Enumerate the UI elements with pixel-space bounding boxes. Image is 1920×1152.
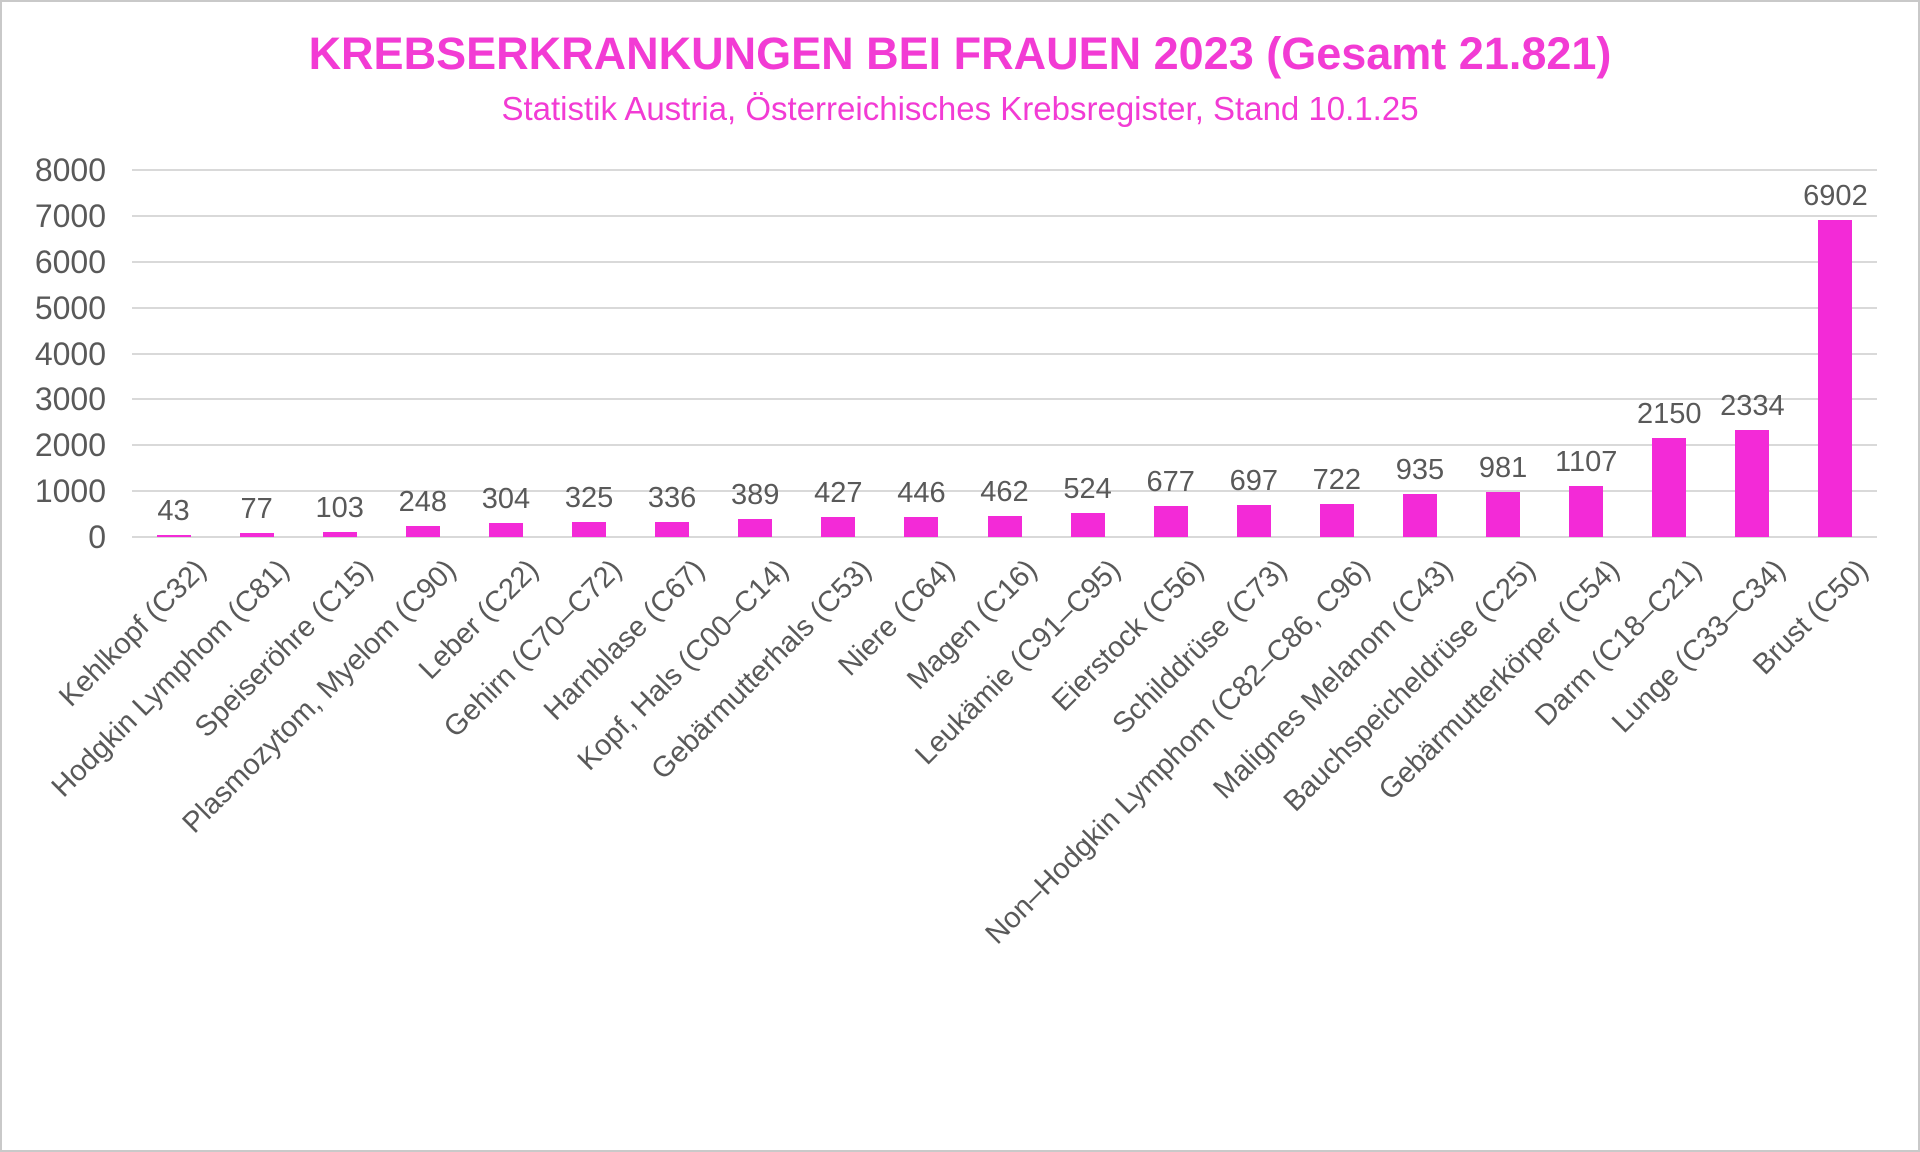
bar-value-label: 935 xyxy=(1395,454,1445,487)
bar-19 xyxy=(1652,438,1687,537)
y-axis: 0 1000 2000 3000 4000 5000 6000 7000 8000 xyxy=(2,154,132,553)
bar-9 xyxy=(821,517,856,537)
y-tick-label: 7000 xyxy=(34,197,106,234)
bar-value-label: 2334 xyxy=(1720,389,1785,422)
y-tick-label: 0 xyxy=(88,519,106,555)
bar-value-label: 1107 xyxy=(1554,446,1618,479)
bar-value-label: 336 xyxy=(647,481,697,514)
bar-12 xyxy=(1070,512,1105,537)
bar-value-label: 2150 xyxy=(1636,398,1702,431)
x-category-label: Non–Hodgkin Lymphom (C82–C86, C96) xyxy=(979,553,1377,951)
x-category-label: Kehlkopf (C32) xyxy=(53,553,213,713)
bar-11 xyxy=(987,515,1022,537)
bar-16 xyxy=(1402,494,1437,537)
bar-7 xyxy=(655,521,690,537)
bar-value-label: 981 xyxy=(1478,452,1528,484)
gridline xyxy=(132,490,1877,493)
bar-value-label: 389 xyxy=(731,479,780,512)
bar-18 xyxy=(1569,486,1604,537)
bar-value-label: 6902 xyxy=(1803,180,1868,213)
bar-value-label: 77 xyxy=(240,493,273,526)
bar-15 xyxy=(1319,503,1354,537)
gridline xyxy=(132,214,1877,217)
bar-value-label: 446 xyxy=(897,476,946,509)
y-tick-label: 5000 xyxy=(34,289,106,326)
bar-value-label: 677 xyxy=(1146,465,1195,498)
bar-value-label: 697 xyxy=(1229,465,1278,498)
y-tick-label: 6000 xyxy=(34,243,106,280)
bar-value-label: 248 xyxy=(398,485,448,518)
bar-3 xyxy=(322,532,357,537)
gridline xyxy=(132,260,1877,263)
bar-value-label: 427 xyxy=(814,477,863,510)
bar-2 xyxy=(239,533,274,537)
bar-20 xyxy=(1735,429,1770,537)
plot-area: 43 77 103 248 304 325 336 389 427 446 462 524 677 697… xyxy=(132,169,1877,538)
gridline xyxy=(132,306,1877,309)
bar-14 xyxy=(1236,505,1271,537)
bar-4 xyxy=(405,525,440,537)
x-category-label: Eierstock (C56) xyxy=(1045,553,1210,718)
bar-value-label: 325 xyxy=(564,482,614,515)
gridline xyxy=(132,536,1877,538)
bar-value-label: 524 xyxy=(1063,472,1112,505)
bar-value-label: 722 xyxy=(1312,463,1362,496)
y-tick-label: 8000 xyxy=(34,152,106,188)
gridline xyxy=(132,352,1877,355)
bar-5 xyxy=(488,523,523,537)
y-tick-label: 4000 xyxy=(34,335,106,372)
y-tick-label: 3000 xyxy=(34,381,106,418)
bar-value-label: 462 xyxy=(980,475,1029,508)
bar-6 xyxy=(572,522,607,537)
bar-17 xyxy=(1486,492,1521,537)
gridline xyxy=(132,398,1877,401)
bar-value-label: 103 xyxy=(315,492,364,525)
chart-subtitle: Statistik Austria, Österreichisches Kreb… xyxy=(501,90,1419,127)
bar-21 xyxy=(1818,220,1853,537)
bar-value-label: 43 xyxy=(157,495,190,528)
bar-10 xyxy=(904,516,939,537)
bar-1 xyxy=(156,535,191,537)
gridline xyxy=(132,444,1877,447)
chart-title: KREBSERKRANKUNGEN BEI FRAUEN 2023 (Gesam… xyxy=(308,28,1612,79)
bar-8 xyxy=(738,519,773,537)
y-tick-label: 2000 xyxy=(34,427,106,464)
bar-13 xyxy=(1153,505,1188,537)
bar-value-label: 304 xyxy=(481,483,531,516)
y-tick-label: 1000 xyxy=(34,473,106,510)
gridline xyxy=(132,169,1877,171)
